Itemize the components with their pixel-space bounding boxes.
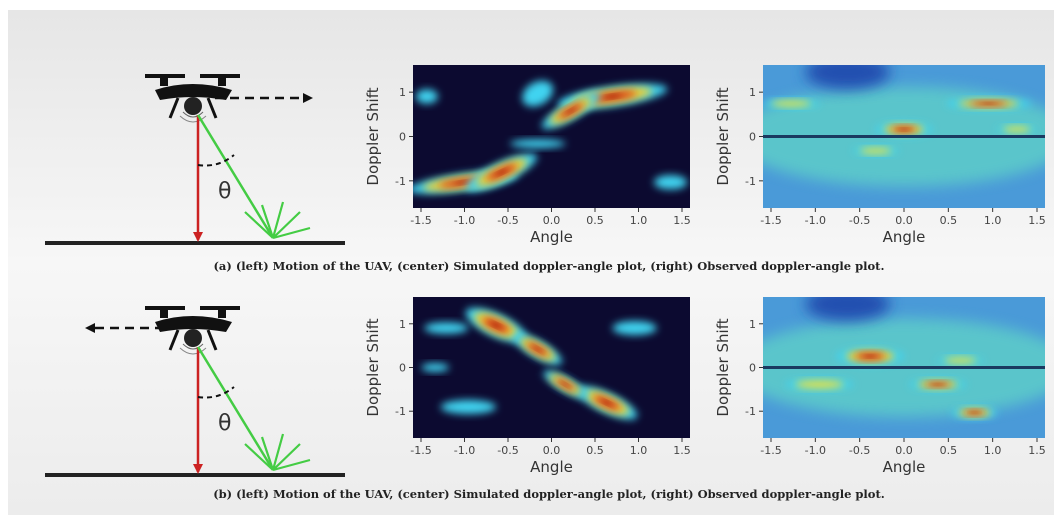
heatmap-blob — [933, 384, 942, 386]
y-tick-label: -1 — [745, 175, 756, 188]
heatmap-blob — [510, 139, 565, 148]
y-tick-label: -1 — [395, 175, 406, 188]
x-tick-label: -1.5 — [410, 444, 431, 457]
x-tick-label: 0.0 — [543, 214, 561, 227]
x-tick-label: -0.5 — [849, 444, 870, 457]
caption: (b) (left) Motion of the UAV, (center) S… — [213, 487, 885, 501]
caption: (a) (left) Motion of the UAV, (center) S… — [213, 259, 884, 273]
heatmap — [735, 55, 1060, 208]
heatmap — [407, 65, 690, 208]
heatmap — [735, 287, 1060, 438]
x-tick-label: -1.5 — [760, 444, 781, 457]
y-tick-label: 1 — [749, 86, 756, 99]
y-axis-label: Doppler Shift — [364, 318, 382, 416]
heatmap-blob — [795, 380, 844, 388]
y-tick-label: 0 — [399, 362, 406, 375]
y-tick-label: 1 — [749, 318, 756, 331]
heatmap-blob — [1003, 126, 1031, 132]
y-tick-label: 1 — [399, 318, 406, 331]
x-axis-label: Angle — [883, 458, 926, 476]
heatmap-blob — [971, 412, 978, 414]
x-tick-label: 1.5 — [673, 214, 691, 227]
y-tick-label: 0 — [749, 131, 756, 144]
x-tick-label: 1.5 — [1028, 444, 1046, 457]
x-tick-label: -0.5 — [849, 214, 870, 227]
x-tick-label: -0.5 — [497, 444, 518, 457]
x-tick-label: -1.0 — [454, 214, 475, 227]
x-tick-label: -1.0 — [454, 444, 475, 457]
x-axis-label: Angle — [530, 228, 573, 246]
theta-label: θ — [218, 179, 231, 204]
x-tick-label: 1.0 — [984, 444, 1002, 457]
x-tick-label: 1.5 — [1028, 214, 1046, 227]
x-tick-label: 1.0 — [630, 444, 648, 457]
x-tick-label: 0.0 — [895, 214, 913, 227]
x-axis-label: Angle — [883, 228, 926, 246]
x-tick-label: -0.5 — [497, 214, 518, 227]
x-tick-label: 0.5 — [586, 444, 604, 457]
heatmap-blob — [865, 355, 876, 358]
heatmap-blob — [899, 128, 908, 130]
x-axis-label: Angle — [530, 458, 573, 476]
y-axis-label: Doppler Shift — [364, 87, 382, 185]
y-tick-label: -1 — [395, 405, 406, 418]
x-tick-label: 0.5 — [586, 214, 604, 227]
x-tick-label: -1.5 — [410, 214, 431, 227]
y-tick-label: -1 — [745, 405, 756, 418]
y-axis-label: Doppler Shift — [714, 87, 732, 185]
y-tick-label: 0 — [749, 362, 756, 375]
heatmap-blob — [612, 321, 656, 335]
y-tick-label: 0 — [399, 131, 406, 144]
x-tick-label: 0.0 — [895, 444, 913, 457]
heatmap-blob — [771, 101, 812, 107]
heatmap-bg — [413, 297, 690, 438]
theta-label: θ — [218, 411, 231, 436]
x-tick-label: -1.5 — [760, 214, 781, 227]
x-tick-label: 0.5 — [940, 214, 958, 227]
heatmap-blob — [441, 400, 496, 414]
x-tick-label: 1.0 — [630, 214, 648, 227]
x-tick-label: 0.0 — [543, 444, 561, 457]
x-tick-label: -1.0 — [805, 444, 826, 457]
heatmap-blob — [944, 357, 976, 363]
y-tick-label: 1 — [399, 86, 406, 99]
heatmap-blob — [424, 322, 468, 333]
heatmap — [413, 297, 690, 438]
heatmap-blob — [860, 148, 892, 154]
heatmap-blob — [654, 175, 687, 189]
figure: θ θ (a) (left) Motion of the UAV, (cente… — [0, 0, 1060, 521]
x-tick-label: -1.0 — [805, 214, 826, 227]
heatmap-blob — [982, 103, 996, 105]
y-axis-label: Doppler Shift — [714, 318, 732, 416]
x-tick-label: 0.5 — [940, 444, 958, 457]
heatmap-blob — [416, 89, 438, 103]
x-tick-label: 1.0 — [984, 214, 1002, 227]
heatmap-blob — [421, 363, 449, 371]
x-tick-label: 1.5 — [673, 444, 691, 457]
